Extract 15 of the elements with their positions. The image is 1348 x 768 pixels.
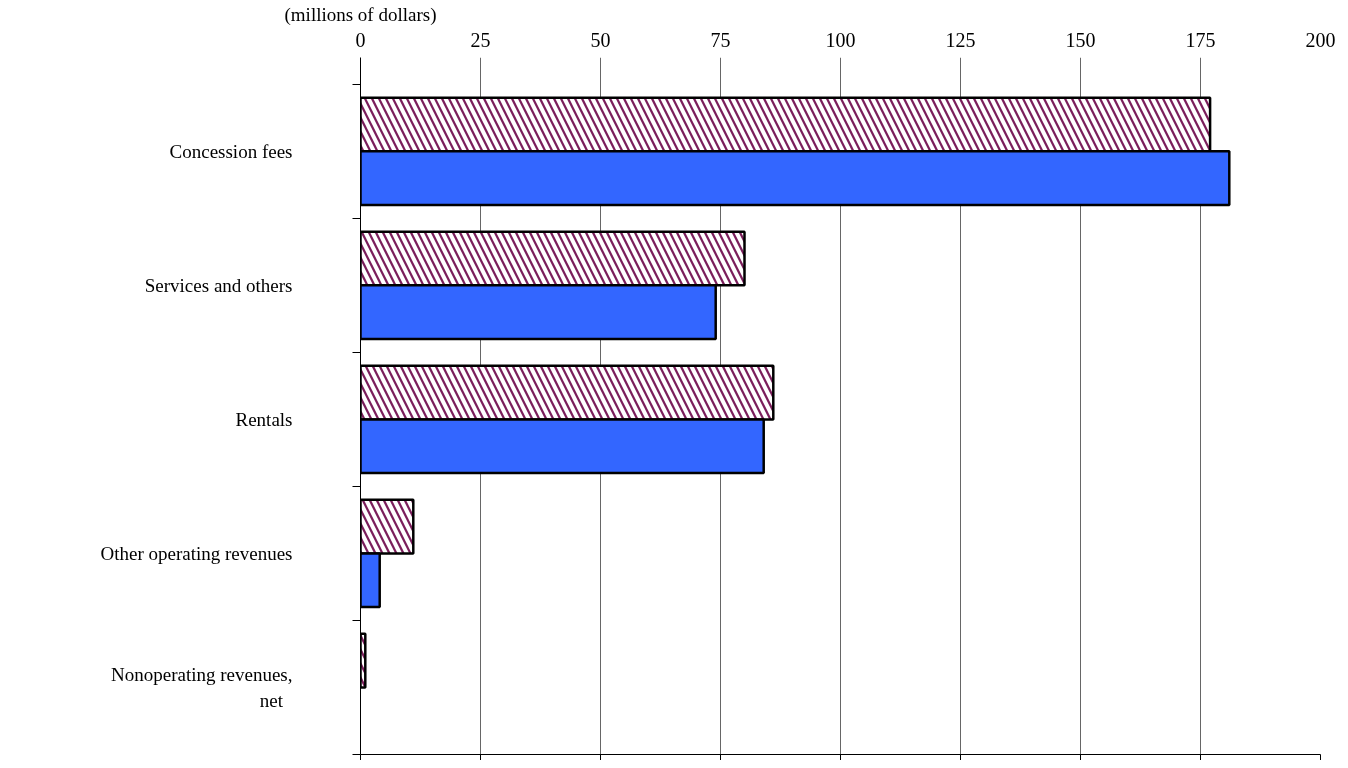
x-tick-label: 0 <box>355 28 366 51</box>
y-tick-label: Rentals <box>235 408 293 430</box>
x-tick-label: 200 <box>1305 28 1336 51</box>
x-tick-label: 100 <box>825 28 856 51</box>
y-tick-label: Concession fees <box>169 140 293 162</box>
y-tick-label: Nonoperating revenues, net <box>111 664 293 711</box>
x-axis-title: (millions of dollars) <box>284 3 437 26</box>
x-tick-label: 75 <box>710 28 731 51</box>
x-tick-label: 150 <box>1065 28 1096 51</box>
x-tick-label: 125 <box>945 28 976 51</box>
x-tick-label: 175 <box>1185 28 1216 51</box>
y-tick-label: Other operating revenues <box>100 542 293 564</box>
x-tick-label: 50 <box>590 28 611 51</box>
x-tick-label: 25 <box>470 28 491 51</box>
y-tick-label: Services and others <box>144 274 293 296</box>
